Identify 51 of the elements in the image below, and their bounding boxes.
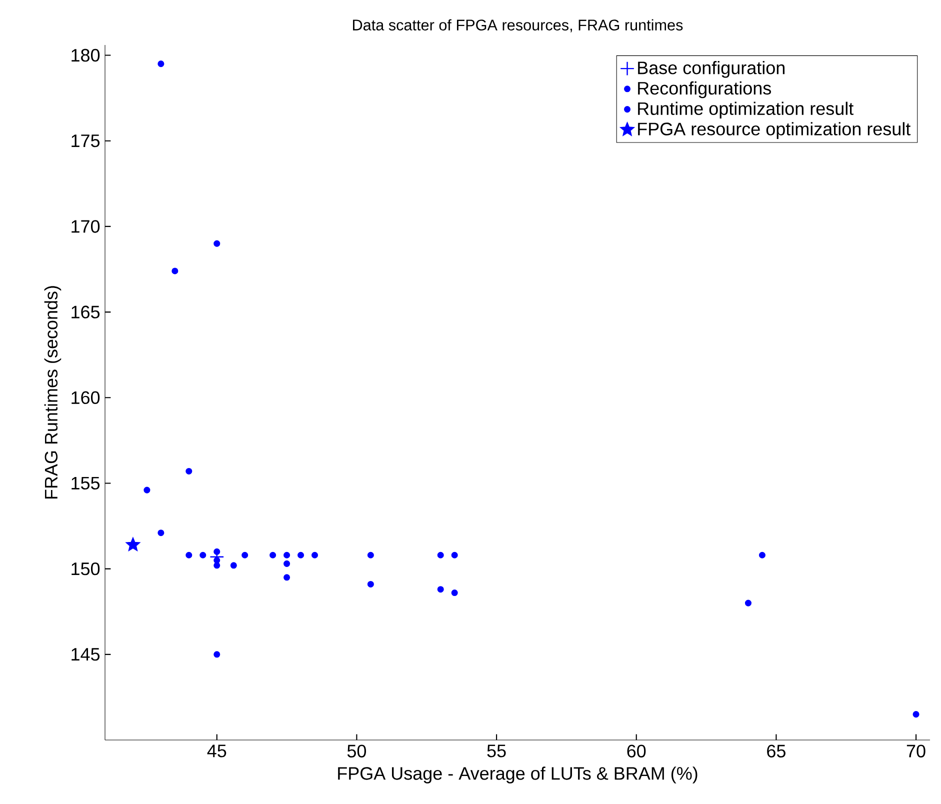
point — [451, 590, 458, 596]
x-tick-label: 70 — [906, 744, 926, 758]
point — [451, 552, 458, 558]
y-axis-title: FRAG Runtimes (seconds) — [44, 286, 62, 499]
y-tick-label: 180 — [72, 48, 100, 62]
legend-label: Base configuration — [638, 61, 784, 78]
point — [214, 562, 220, 569]
point — [186, 552, 192, 558]
point — [284, 552, 290, 558]
point — [284, 574, 290, 581]
point — [144, 486, 150, 494]
point — [367, 552, 374, 558]
x-tick-label: 55 — [487, 744, 506, 758]
y-tick-label: 175 — [72, 134, 100, 148]
y-tick-label: 145 — [72, 648, 100, 661]
legend-label: Reconfigurations — [638, 81, 771, 98]
y-tick-label: 155 — [72, 476, 100, 490]
point — [200, 552, 206, 558]
point — [311, 552, 318, 558]
point — [158, 530, 164, 536]
point — [758, 552, 766, 558]
point — [437, 552, 444, 558]
y-tick-label: 150 — [72, 562, 100, 576]
point — [242, 552, 248, 558]
point — [298, 552, 304, 558]
point — [214, 548, 220, 555]
point — [158, 60, 164, 68]
y-tick-label: 160 — [72, 391, 100, 404]
x-tick-label: 50 — [347, 744, 366, 758]
point — [367, 580, 374, 588]
point — [744, 600, 752, 606]
point — [214, 651, 220, 658]
x-tick-label: 60 — [627, 744, 646, 758]
point — [912, 711, 920, 718]
y-tick-label: 165 — [72, 306, 100, 318]
point — [214, 240, 220, 247]
x-axis-title: FPGA Usage - Average of LUTs & BRAM (%) — [338, 766, 698, 784]
point — [284, 560, 290, 567]
point — [172, 268, 178, 274]
point — [186, 468, 192, 475]
x-tick-label: 65 — [767, 744, 786, 758]
y-tick-label: 170 — [72, 220, 100, 233]
legend-label: Runtime optimization result — [638, 102, 854, 119]
point — [126, 538, 140, 551]
chart-title: Data scatter of FPGA resources, FRAG runtimes — [353, 19, 683, 32]
point — [270, 552, 276, 558]
point — [230, 562, 237, 569]
x-tick-label: 45 — [207, 744, 226, 758]
legend-label: FPGA resource optimization result — [638, 122, 911, 139]
point — [214, 556, 220, 564]
point — [437, 586, 444, 593]
